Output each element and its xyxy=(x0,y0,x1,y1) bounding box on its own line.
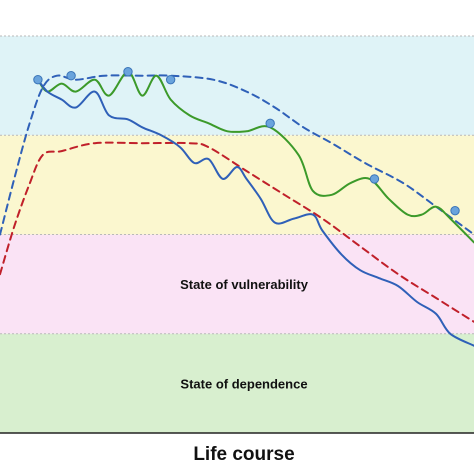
individual-trajectory-line xyxy=(36,78,474,347)
marker-point-6 xyxy=(450,205,460,216)
population-trajectory-line xyxy=(0,74,474,236)
band-label-3: State of dependence xyxy=(180,376,307,391)
band-1 xyxy=(0,135,474,235)
x-axis-title: Life course xyxy=(193,444,294,465)
band-3 xyxy=(0,333,474,433)
marker-point-1 xyxy=(66,71,76,81)
marker-point-4 xyxy=(265,118,275,129)
band-0 xyxy=(0,36,474,136)
individual-capacity-line xyxy=(36,70,474,244)
capacity-bands xyxy=(0,35,474,433)
marker-point-5 xyxy=(369,174,380,184)
series-lines xyxy=(0,70,474,347)
marker-point-2 xyxy=(123,67,133,77)
band-label-2: State of vulnerability xyxy=(180,277,309,292)
marker-point-3 xyxy=(165,74,176,85)
population-decline-line xyxy=(0,141,474,323)
marker-point-0 xyxy=(33,74,43,85)
band-labels: State of vulnerability State of dependenc… xyxy=(180,277,309,391)
peak-markers xyxy=(33,67,460,216)
